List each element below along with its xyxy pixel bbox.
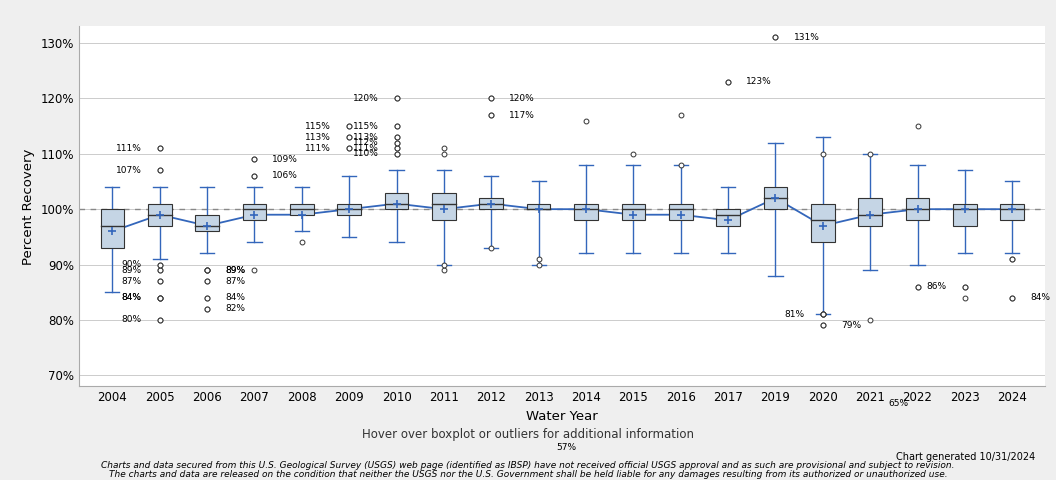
Bar [479,198,503,209]
Bar [811,204,834,242]
Bar [622,204,645,220]
Text: 80%: 80% [121,315,142,324]
Text: 87%: 87% [121,276,142,286]
Text: 115%: 115% [305,121,332,131]
Bar [668,204,693,220]
Text: 106%: 106% [272,171,299,180]
Text: 84%: 84% [225,293,245,302]
Bar [384,192,409,209]
X-axis label: Water Year: Water Year [527,410,598,423]
Text: 89%: 89% [225,265,245,275]
Text: 89%: 89% [121,265,142,275]
Text: 111%: 111% [116,144,142,153]
Text: 112%: 112% [353,138,378,147]
Bar [337,204,361,215]
Text: 111%: 111% [305,144,332,153]
Text: The charts and data are released on the condition that neither the USGS nor the : The charts and data are released on the … [109,470,947,479]
Text: 113%: 113% [353,132,378,142]
Text: Charts and data secured from this U.S. Geological Survey (USGS) web page (identi: Charts and data secured from this U.S. G… [101,461,955,470]
Text: 115%: 115% [353,121,378,131]
Text: Hover over boxplot or outliers for additional information: Hover over boxplot or outliers for addit… [362,428,694,441]
Text: 89%: 89% [225,265,245,275]
Bar [1000,204,1024,220]
Text: 111%: 111% [353,144,378,153]
Text: 123%: 123% [747,77,772,86]
Bar [906,198,929,220]
Text: 84%: 84% [121,293,142,302]
Text: 113%: 113% [305,132,332,142]
Text: 117%: 117% [509,110,535,120]
Text: 79%: 79% [841,321,861,330]
Bar [100,209,125,248]
Bar [243,204,266,220]
Text: 87%: 87% [225,276,245,286]
Bar [763,187,788,209]
Text: 57%: 57% [557,443,577,452]
Text: 82%: 82% [225,304,245,313]
Text: 109%: 109% [272,155,299,164]
Bar [716,209,740,226]
Bar [574,204,598,220]
Text: 120%: 120% [353,94,378,103]
Bar [432,192,456,220]
Bar [954,204,977,226]
Text: 131%: 131% [793,33,819,42]
Text: 120%: 120% [509,94,535,103]
Bar [195,215,219,231]
Text: 107%: 107% [116,166,142,175]
Text: 110%: 110% [353,149,378,158]
Text: 84%: 84% [121,293,142,302]
Text: 81%: 81% [785,310,805,319]
Y-axis label: Percent Recovery: Percent Recovery [22,148,35,264]
Text: 84%: 84% [1031,293,1051,302]
Bar [527,204,550,209]
Text: 86%: 86% [927,282,947,291]
Text: Chart generated 10/31/2024: Chart generated 10/31/2024 [895,452,1035,462]
Text: 65%: 65% [888,398,908,408]
Text: 90%: 90% [121,260,142,269]
Bar [859,198,882,226]
Bar [148,204,171,226]
Bar [290,204,314,215]
